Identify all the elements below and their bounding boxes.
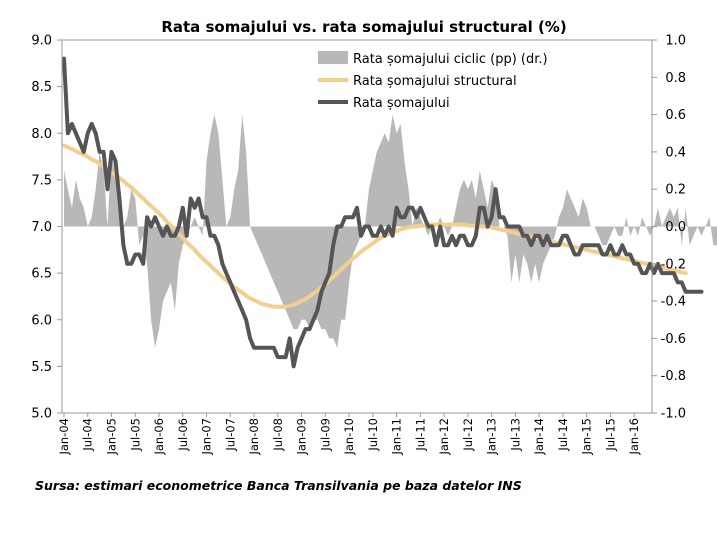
- x-tick-label: Jan-14: [532, 418, 546, 456]
- y-left-tick-label: 7.0: [31, 220, 52, 235]
- y-left-tick-label: 6.5: [31, 267, 52, 282]
- legend-item-cyclical: Rata șomajului ciclic (pp) (dr.): [318, 51, 548, 67]
- y-left-tick-label: 8.0: [31, 127, 52, 142]
- series-unemployment-line: [62, 56, 704, 369]
- y-left-tick-label: 6.0: [31, 313, 52, 328]
- lines-layer: [62, 56, 704, 369]
- y-right-tick-label: 0.8: [665, 71, 686, 86]
- x-tick-label: Jul-12: [461, 418, 475, 452]
- legend-label: Rata șomajului ciclic (pp) (dr.): [353, 52, 548, 67]
- y-right-tick-label: 0.6: [665, 108, 686, 123]
- y-left-tick-label: 5.5: [31, 360, 52, 375]
- x-tick-label: Jan-13: [485, 418, 499, 456]
- x-tick-label: Jul-07: [223, 418, 237, 452]
- legend-label: Rata șomajului: [353, 96, 450, 111]
- x-tick-label: Jul-06: [176, 418, 190, 452]
- y-right-tick-label: 0.0: [665, 220, 686, 235]
- x-tick-label: Jan-04: [57, 418, 71, 456]
- x-tick-label: Jul-10: [366, 418, 380, 452]
- x-tick-label: Jul-14: [556, 418, 570, 452]
- x-tick-label: Jan-11: [390, 418, 404, 456]
- y-left-tick-label: 9.0: [31, 34, 52, 49]
- legend: Rata șomajului ciclic (pp) (dr.) Rata șom…: [318, 51, 548, 111]
- x-tick-label: Jul-15: [603, 418, 617, 452]
- y-right-tick-label: -0.6: [661, 332, 686, 347]
- x-tick-label: Jul-11: [413, 418, 427, 452]
- chart-title: Rata somajului vs. rata somajului struct…: [161, 18, 566, 36]
- y-right-tick-label: -0.4: [661, 295, 686, 310]
- x-tick-label: Jan-09: [295, 418, 309, 456]
- y-right-tick-label: -0.8: [661, 369, 686, 384]
- x-tick-label: Jul-09: [318, 418, 332, 452]
- y-left-tick-label: 8.5: [31, 80, 52, 95]
- y-right-tick-label: 1.0: [665, 34, 686, 49]
- legend-swatch-area: [318, 51, 348, 64]
- legend-item-unemployment: Rata șomajului: [318, 96, 450, 111]
- y-right-tick-label: 0.4: [665, 145, 686, 160]
- legend-label: Rata șomajului structural: [353, 74, 517, 89]
- x-tick-label: Jan-08: [247, 418, 261, 456]
- x-tick-label: Jan-15: [580, 418, 594, 456]
- x-tick-label: Jan-06: [152, 418, 166, 456]
- series-cyclical-area: [64, 114, 717, 348]
- x-tick-label: Jan-10: [342, 418, 356, 456]
- x-tick-label: Jan-16: [627, 418, 641, 456]
- x-tick-label: Jan-07: [200, 418, 214, 456]
- axes-layer: 5.0 5.5 6.0 6.5 7.0 7.5 8.0 8.5 9.0 -1.0 -0.8 -0.6 -…: [31, 34, 686, 456]
- y-right-tick-label: -0.2: [661, 257, 686, 272]
- x-tick-label: Jan-05: [104, 418, 118, 456]
- y-right-tick-label: 0.2: [665, 183, 686, 198]
- x-tick-label: Jul-04: [81, 418, 95, 452]
- legend-item-structural: Rata șomajului structural: [318, 74, 517, 89]
- x-tick-label: Jul-08: [271, 418, 285, 452]
- cyclical-area-layer: [64, 114, 717, 348]
- x-tick-label: Jul-05: [128, 418, 142, 452]
- y-left-tick-label: 5.0: [31, 407, 52, 422]
- y-left-tick-label: 7.5: [31, 173, 52, 188]
- y-right-tick-label: -1.0: [661, 407, 686, 422]
- source-note: Sursa: estimari econometrice Banca Trans…: [35, 478, 522, 493]
- x-tick-label: Jan-12: [437, 418, 451, 456]
- x-tick-label: Jul-13: [508, 418, 522, 452]
